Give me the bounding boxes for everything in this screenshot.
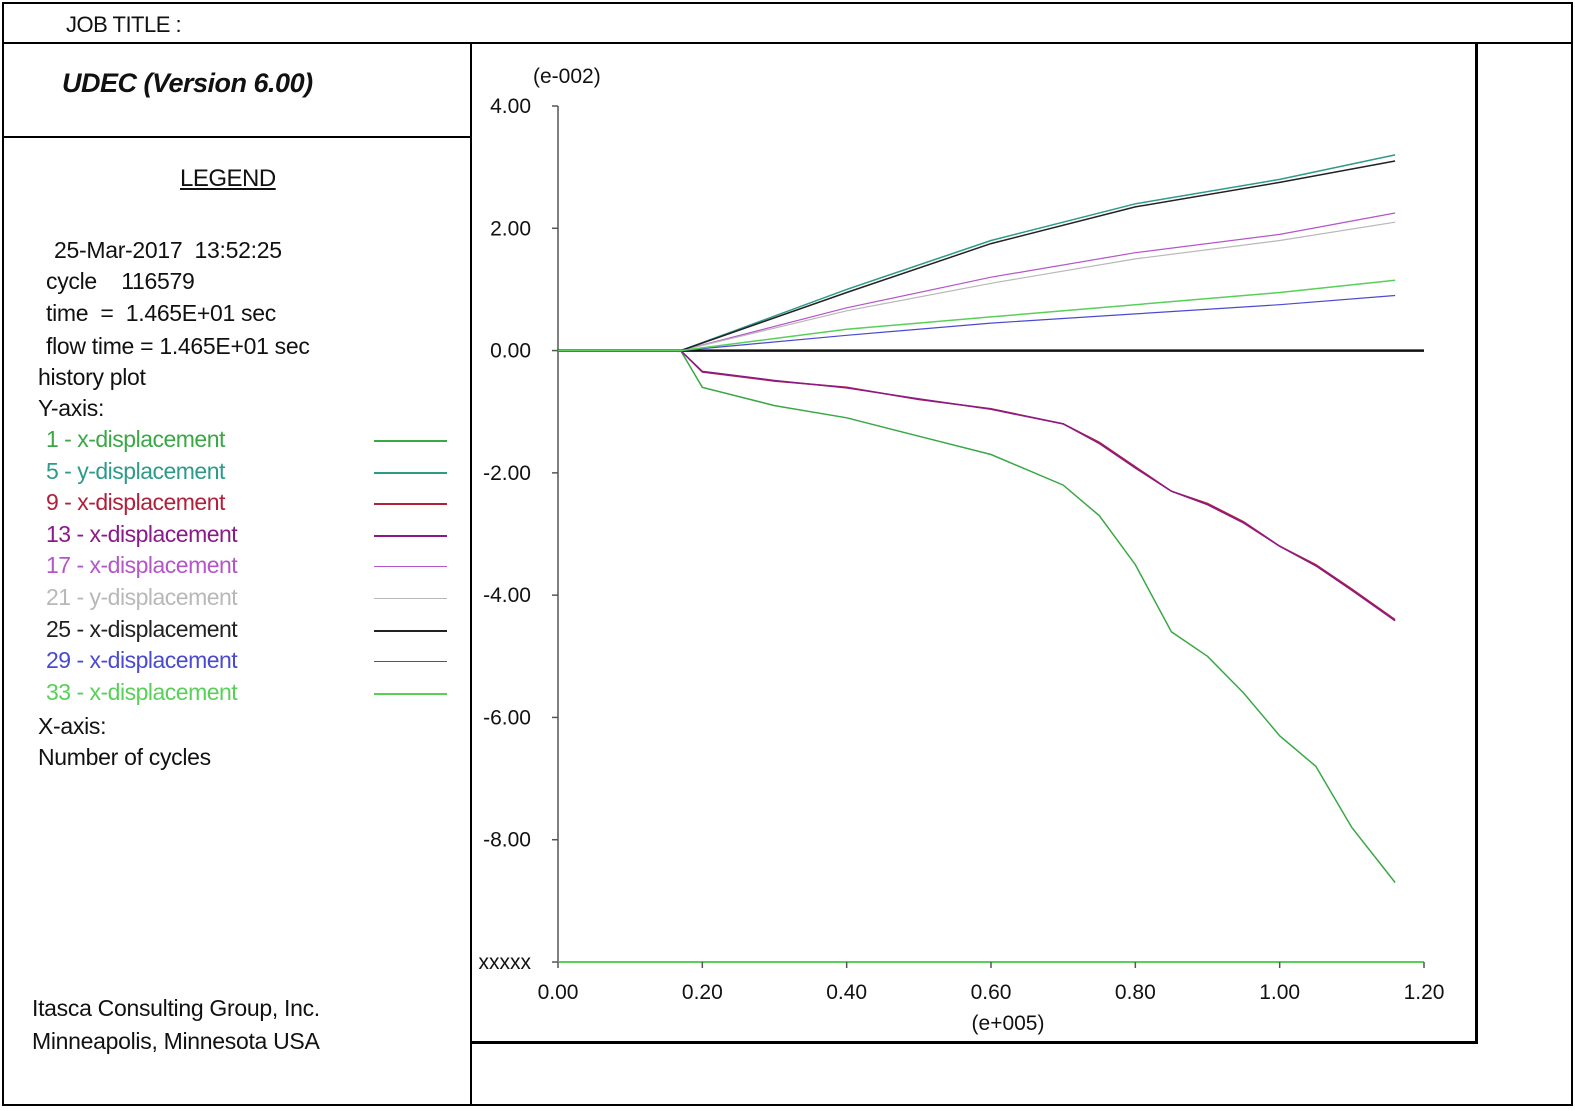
series-line-4 [558,349,1396,622]
series-line-6 [558,221,1396,352]
y-tick-label: 4.00 [490,95,531,118]
y-tick-label: 0.00 [490,340,531,363]
legend-series-swatch [374,471,447,474]
series-line-5 [558,212,1396,352]
app-version-title: UDEC (Version 6.00) [62,68,313,98]
legend-date: 25-Mar-2017 13:52:25 [54,237,282,263]
legend-plot-type: history plot [38,364,146,390]
x-tick-label: 0.00 [538,981,579,1004]
legend-y-axis-heading: Y-axis: [38,395,105,421]
legend-series-label: 17 - x-displacement [46,552,238,579]
x-axis-multiplier: (e+005) [972,1012,1045,1035]
series-line-9 [558,279,1396,352]
legend-series-swatch [374,503,447,506]
plot-frame [472,42,1478,1044]
legend-series-swatch [374,440,447,442]
y-tick-label: -4.00 [483,584,531,607]
legend-series-label: 1 - x-displacement [46,426,225,452]
y-tick-label: -6.00 [483,706,531,729]
sidebar-divider [470,42,472,1106]
legend-series-swatch [374,598,447,599]
y-tick-label: xxxxx [479,951,532,974]
x-tick-label: 0.60 [971,981,1012,1004]
company-name: Itasca Consulting Group, Inc. [32,995,320,1021]
x-tick-label: 0.40 [826,981,867,1004]
legend-x-axis-desc: Number of cycles [38,744,211,770]
legend-series-swatch [374,661,447,663]
legend-time: time = 1.465E+01 sec [46,300,276,326]
legend-series-label: 5 - y-displacement [46,457,225,484]
legend-series-label: 21 - y-displacement [46,584,238,610]
x-tick-label: 0.20 [682,981,723,1004]
x-tick-label: 1.00 [1259,981,1300,1004]
y-tick-label: -8.00 [483,829,531,852]
y-tick-label: -2.00 [483,462,531,485]
x-tick-label: 0.80 [1115,981,1156,1004]
y-tick-label: 2.00 [490,217,531,240]
legend-series-label: 9 - x-displacement [46,489,225,516]
series-line-8 [558,294,1396,352]
legend-series-label: 33 - x-displacement [46,678,238,705]
legend-series-swatch [374,629,447,632]
legend-heading: LEGEND [180,165,276,192]
series-line-1 [558,349,1396,883]
header-divider [2,42,1573,44]
series-line-3 [558,349,1396,621]
legend-cycle: cycle 116579 [46,268,195,294]
legend-series-swatch [374,692,447,695]
series-line-7 [558,160,1396,352]
job-title: JOB TITLE : [66,12,182,37]
legend-series-label: 29 - x-displacement [46,647,238,674]
legend-flow-time: flow time = 1.465E+01 sec [46,333,310,359]
legend-series-label: 25 - x-displacement [46,615,238,642]
x-tick-label: 1.20 [1404,981,1445,1004]
legend-series-swatch [374,534,447,537]
y-axis-multiplier: (e-002) [533,65,601,88]
legend-series-label: 13 - x-displacement [46,520,238,547]
legend-x-axis-heading: X-axis: [38,713,107,739]
company-location: Minneapolis, Minnesota USA [32,1028,320,1054]
legend-series-swatch [374,566,447,568]
title-divider [2,136,472,138]
